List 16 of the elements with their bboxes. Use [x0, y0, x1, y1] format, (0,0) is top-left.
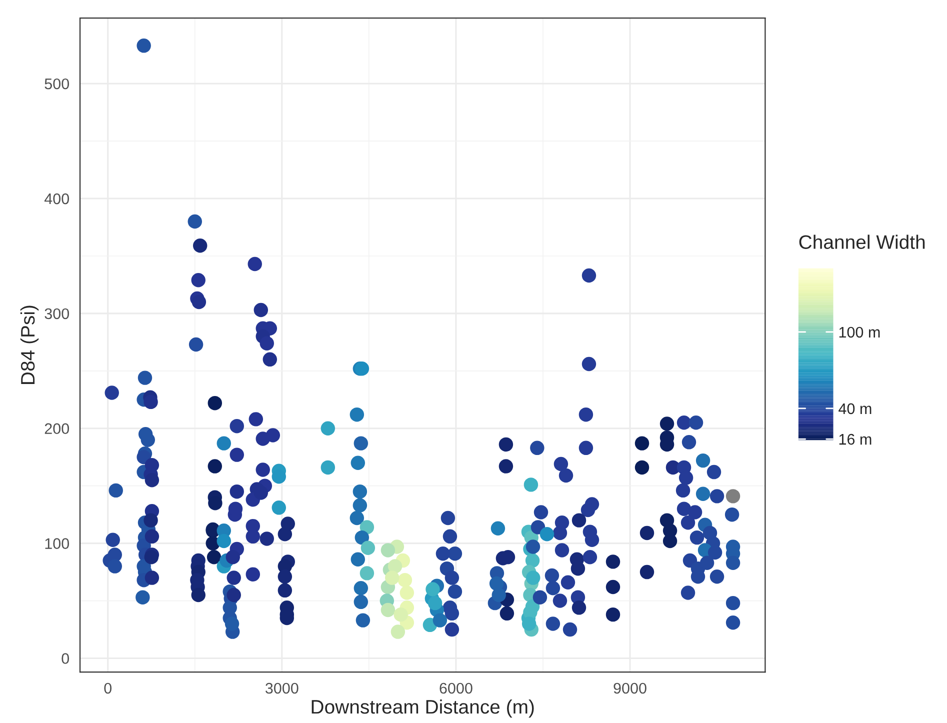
x-tick-label: 9000 [614, 682, 646, 694]
color-bar-label: 100 m [839, 326, 880, 338]
x-axis-title: Downstream Distance (m) [312, 699, 534, 718]
y-tick-label: 300 [44, 308, 70, 320]
color-bar-label: 40 m [838, 403, 872, 414]
x-tick-label: 3000 [266, 682, 298, 694]
y-tick-label: 100 [45, 538, 70, 549]
color-bar-title: Channel Width [799, 234, 925, 249]
y-tick-label: 200 [44, 423, 70, 434]
y-tick-label: 400 [44, 193, 70, 204]
y-tick-label: 0 [62, 653, 70, 664]
y-tick-label: 500 [44, 78, 70, 90]
x-tick-label: 6000 [440, 682, 472, 694]
x-tick-label: 0 [104, 682, 112, 694]
y-axis-title: D84 (Psi) [20, 306, 39, 384]
color-bar-label: 16 m [839, 434, 872, 445]
